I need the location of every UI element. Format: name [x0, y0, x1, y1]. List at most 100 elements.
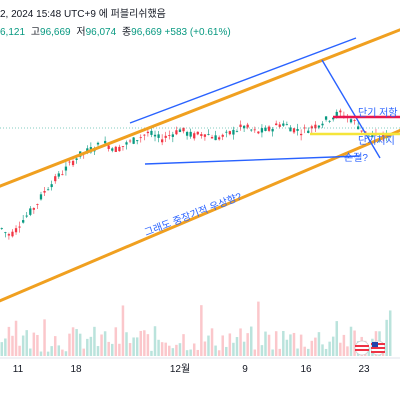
candle-body [93, 150, 96, 152]
candle-body [278, 124, 281, 127]
volume-bar [299, 334, 303, 356]
volume-bar [153, 326, 157, 356]
volume-bar [107, 341, 110, 356]
candle-body [257, 131, 260, 134]
volume-bar [232, 342, 235, 356]
volume-bar [11, 335, 14, 356]
candle-body [139, 137, 142, 139]
volume-bar [96, 346, 100, 356]
volume-bar [86, 338, 89, 356]
candle-body [317, 125, 321, 128]
volume-bar [339, 342, 342, 356]
volume-bar [207, 335, 210, 356]
volume-bar [139, 330, 143, 356]
volume-bar [292, 332, 296, 356]
volume-bar [18, 345, 21, 356]
candle-body [196, 131, 199, 135]
country-flag-icon[interactable] [370, 340, 386, 356]
candle-body [71, 160, 75, 166]
volume-bar [367, 347, 371, 356]
candle-body [264, 127, 267, 131]
candle-body [68, 161, 71, 163]
volume-bar [317, 332, 321, 356]
candle-body [107, 145, 110, 149]
volume-bar [182, 334, 185, 356]
volume-bar [274, 331, 278, 356]
high-label: 고 [30, 27, 41, 38]
volume-bar [235, 337, 239, 356]
candle-body [146, 131, 150, 134]
lower-channel-line[interactable] [0, 122, 400, 305]
volume-bar [146, 334, 150, 356]
channel-note-label: 그래도 중장기적 우상향? [143, 190, 244, 238]
volume-bar [196, 349, 200, 356]
candle-body [57, 173, 60, 177]
volume-bar [32, 332, 36, 356]
flag-icon[interactable] [354, 340, 370, 356]
candle-body [54, 176, 57, 182]
volume-bar [200, 305, 203, 356]
candle-body [150, 130, 153, 135]
volume-bar [285, 339, 289, 356]
volume-bar [349, 326, 353, 356]
short-resistance-label: 단기 저항 [358, 107, 398, 119]
volume-bar [353, 330, 356, 356]
volume-bar [321, 344, 324, 356]
candle-body [285, 124, 289, 126]
candle-body [111, 148, 114, 151]
descending-trendline[interactable] [321, 59, 381, 159]
x-tick-label: 16 [300, 364, 312, 375]
volume-bar [246, 333, 249, 356]
volume-bar [29, 348, 32, 356]
candle-body [307, 130, 310, 133]
candle-body [86, 148, 89, 152]
candle-body [310, 126, 313, 129]
candle-body [221, 134, 224, 137]
volume-bar [385, 319, 388, 356]
candle-body [39, 194, 43, 200]
volume-bar [225, 346, 228, 356]
candle-body [164, 135, 167, 138]
candle-body [11, 231, 14, 237]
volume-bar [307, 348, 310, 356]
candle-body [235, 130, 239, 132]
volume-bar [203, 341, 207, 356]
candle-body [292, 128, 296, 133]
volume-bar [210, 328, 214, 356]
upper-channel-line[interactable] [0, 22, 400, 190]
candle-body [242, 125, 246, 129]
volume-bar [25, 330, 28, 356]
volume-bar [303, 346, 306, 356]
volume-bar [39, 351, 43, 356]
volume-bar [111, 343, 114, 356]
volume-bar [388, 310, 392, 356]
candle-body [232, 129, 235, 135]
triangle-upper-trendline[interactable] [129, 37, 357, 124]
candle-body [161, 139, 164, 143]
volume-bar [125, 332, 128, 356]
candle-body [218, 137, 221, 140]
volume-bar [132, 337, 135, 356]
candle-body [275, 123, 278, 126]
volume-bar [64, 351, 68, 356]
candle-body [189, 131, 192, 137]
candle-body [43, 191, 46, 193]
candle-body [207, 133, 210, 135]
volume-bar [21, 335, 25, 356]
chart-header: 2, 2024 15:48 UTC+9 에 퍼블리쉬했음 6,121 고96,6… [0, 0, 400, 42]
volume-bar [264, 331, 267, 356]
candle-body [200, 134, 203, 136]
volume-bar [128, 343, 132, 356]
volume-bar [185, 350, 189, 356]
volume-bar [4, 338, 7, 356]
candle-body [253, 129, 256, 131]
volume-bar [75, 329, 78, 356]
candle-body [353, 120, 356, 121]
candle-body [121, 146, 125, 147]
candle-body [14, 228, 18, 233]
candle-body [203, 134, 207, 137]
volume-bar [118, 343, 121, 356]
candle-body [132, 137, 135, 144]
triangle-lower-trendline[interactable] [144, 155, 361, 165]
